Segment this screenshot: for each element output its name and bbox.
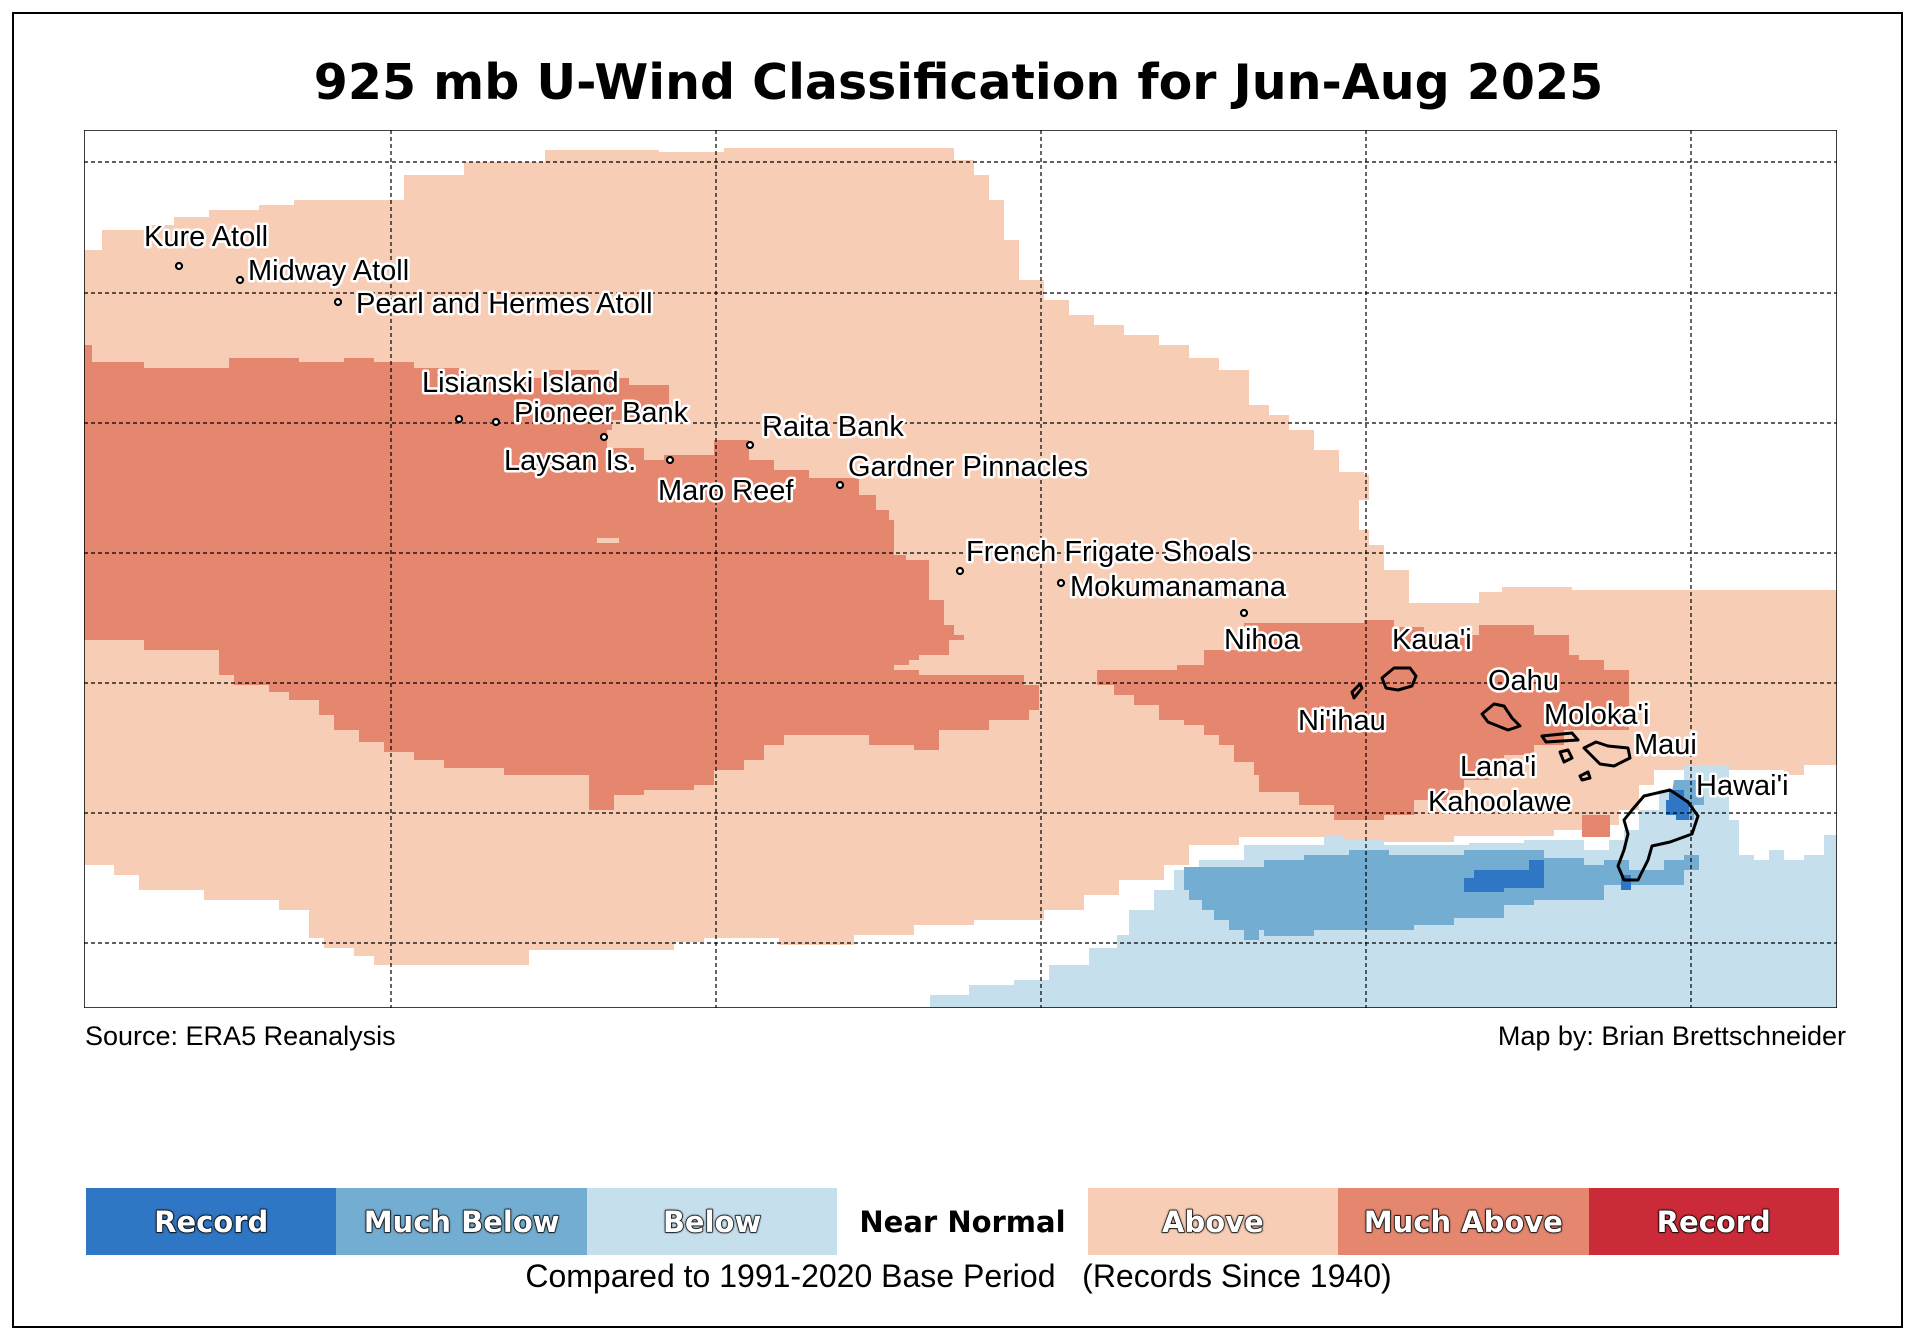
region-record-low-patch bbox=[1621, 875, 1631, 890]
midway-marker bbox=[235, 275, 245, 285]
legend-near-normal: Near Normal bbox=[837, 1188, 1088, 1255]
kauai-outline bbox=[1380, 666, 1418, 692]
nihoa-marker bbox=[1239, 608, 1249, 618]
point-markers bbox=[174, 261, 1249, 618]
pioneer-marker bbox=[491, 417, 501, 427]
lanai-outline bbox=[1558, 748, 1574, 764]
kahoolawe-outline bbox=[1578, 770, 1592, 782]
label-lisianski: Lisianski Island bbox=[422, 367, 619, 399]
label-gardner: Gardner Pinnacles bbox=[848, 451, 1088, 483]
label-kahoolawe: Kahoolawe bbox=[1428, 786, 1572, 818]
region-above-notch bbox=[597, 538, 619, 543]
legend-much-below: Much Below bbox=[336, 1188, 587, 1255]
legend-record-low: Record bbox=[86, 1188, 337, 1255]
region-record-low bbox=[1464, 860, 1544, 892]
label-mokumanamana: Mokumanamana bbox=[1070, 571, 1287, 603]
credit-note: Map by: Brian Brettschneider bbox=[1497, 1021, 1846, 1051]
place-labels: Kure Atoll Midway Atoll Pearl and Hermes… bbox=[142, 219, 1792, 821]
label-ffs: French Frigate Shoals bbox=[966, 536, 1251, 568]
island-outlines bbox=[1350, 666, 1700, 882]
pearl-hermes-marker bbox=[333, 297, 343, 307]
map-panel: Kure Atoll Midway Atoll Pearl and Hermes… bbox=[84, 130, 1837, 1008]
lisianski-marker bbox=[454, 414, 464, 424]
ffs-marker bbox=[955, 566, 965, 576]
laysan-marker bbox=[599, 432, 609, 442]
oahu-outline bbox=[1480, 702, 1522, 732]
label-pioneer: Pioneer Bank bbox=[514, 397, 689, 429]
label-laysan: Laysan Is. bbox=[504, 445, 636, 477]
maui-outline bbox=[1582, 740, 1632, 768]
maro-marker bbox=[665, 455, 675, 465]
legend-much-above: Much Above bbox=[1338, 1188, 1589, 1255]
label-molokai: Moloka'i bbox=[1544, 699, 1649, 731]
label-maro: Maro Reef bbox=[658, 475, 794, 507]
legend-above: Above bbox=[1087, 1188, 1339, 1255]
mokumanamana-marker bbox=[1056, 578, 1066, 588]
source-note: Source: ERA5 Reanalysis bbox=[85, 1021, 396, 1051]
label-raita: Raita Bank bbox=[762, 411, 904, 443]
region-much-above-east bbox=[1097, 620, 1629, 820]
label-nihoa: Nihoa bbox=[1224, 624, 1301, 656]
region-much-above-west bbox=[84, 345, 1039, 810]
region-much-below bbox=[1184, 850, 1699, 940]
raita-marker bbox=[745, 440, 755, 450]
label-oahu: Oahu bbox=[1488, 665, 1559, 697]
niihau-outline bbox=[1350, 682, 1364, 700]
legend-below: Below bbox=[586, 1188, 838, 1255]
label-pearl-hermes: Pearl and Hermes Atoll bbox=[356, 288, 653, 320]
label-kure: Kure Atoll bbox=[144, 221, 268, 253]
label-midway: Midway Atoll bbox=[248, 255, 409, 287]
legend-bar: Record Much Below Below Near Normal Abov… bbox=[86, 1188, 1839, 1255]
label-kauai: Kaua'i bbox=[1392, 624, 1472, 656]
baseline-note: Compared to 1991-2020 Base Period (Recor… bbox=[525, 1258, 1392, 1294]
graticule bbox=[84, 130, 1837, 1008]
region-much-above-patch bbox=[1582, 815, 1610, 837]
molokai-outline bbox=[1540, 731, 1580, 744]
gardner-marker bbox=[835, 480, 845, 490]
label-hawaii: Hawai'i bbox=[1696, 770, 1789, 802]
label-lanai: Lana'i bbox=[1460, 751, 1537, 783]
legend-record-high: Record bbox=[1588, 1188, 1839, 1255]
label-niihau: Ni'ihau bbox=[1298, 705, 1386, 737]
figure-frame bbox=[12, 12, 1903, 1328]
hawaii-outline bbox=[1616, 788, 1700, 882]
label-maui: Maui bbox=[1634, 729, 1697, 761]
map-title: 925 mb U-Wind Classification for Jun-Aug… bbox=[313, 54, 1604, 111]
kure-marker bbox=[174, 261, 184, 271]
